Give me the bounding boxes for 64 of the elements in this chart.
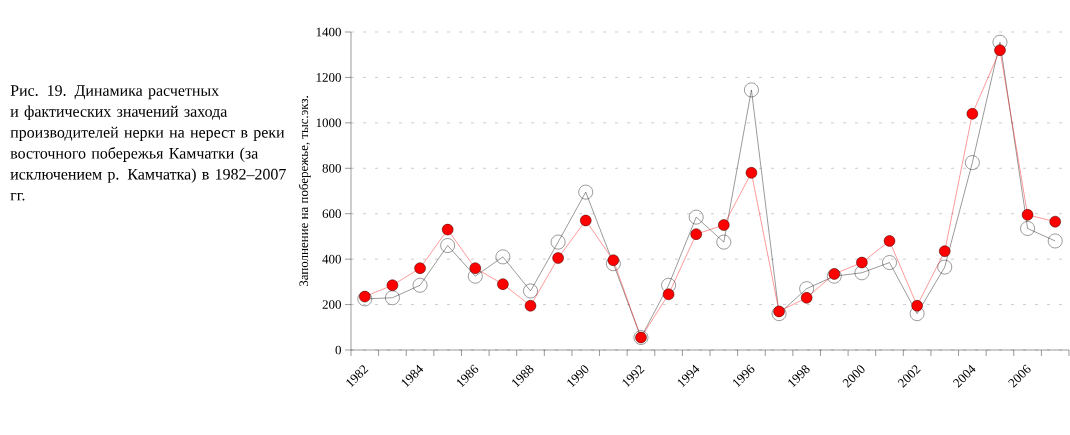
point <box>440 238 455 253</box>
point <box>827 268 842 284</box>
x-tick-label: 1984 <box>401 364 424 388</box>
y-tick-label: 800 <box>322 163 341 173</box>
point <box>856 256 868 269</box>
y-tick-label: 200 <box>322 300 341 309</box>
point <box>994 44 1006 56</box>
text: Рис. 19. Динамика расчетных и фактических значений захода производителей нерки на нерест в реки восточного побережья Камчатки (за исключением р. Камчатка) в 1982–2007 гг. <box>10 85 286 201</box>
point <box>1020 221 1035 236</box>
point <box>690 228 702 240</box>
point <box>716 234 732 250</box>
y-tick-label: 1400 <box>316 27 341 37</box>
point <box>909 306 925 321</box>
point <box>469 262 481 274</box>
point <box>385 290 400 305</box>
point <box>497 278 509 290</box>
point <box>552 252 564 264</box>
point <box>661 278 676 293</box>
point <box>357 291 373 307</box>
point <box>412 278 428 293</box>
x-tick-label: 1992 <box>622 365 645 388</box>
point <box>689 209 704 225</box>
point <box>966 108 979 120</box>
point <box>882 255 897 270</box>
point <box>744 82 759 98</box>
x-tick-label: 1990 <box>567 365 589 388</box>
point <box>441 223 454 236</box>
y-tick-label: 600 <box>322 209 341 219</box>
point <box>386 279 399 291</box>
point <box>911 300 923 312</box>
x-tick-label: 1982 <box>346 365 369 388</box>
point <box>359 290 371 303</box>
y-tick-label: 1200 <box>316 73 341 82</box>
point <box>607 254 620 266</box>
point <box>992 35 1008 50</box>
point <box>939 245 951 257</box>
point <box>854 265 870 280</box>
x-tick-label: 1988 <box>512 365 534 388</box>
point <box>606 256 621 271</box>
y-tick-label: 0 <box>335 345 341 355</box>
point <box>495 249 511 265</box>
point <box>414 262 426 274</box>
point <box>800 292 813 304</box>
point <box>524 300 537 312</box>
point <box>965 155 980 170</box>
point <box>578 184 593 200</box>
point <box>799 281 814 296</box>
point <box>937 259 952 275</box>
point <box>1021 209 1034 221</box>
point <box>580 214 592 227</box>
point <box>883 235 896 247</box>
x-tick-label: 1994 <box>677 364 700 388</box>
point <box>523 283 538 299</box>
x-tick-label: 1998 <box>788 365 810 388</box>
point <box>550 234 566 250</box>
point <box>1048 233 1063 249</box>
point <box>662 288 675 301</box>
point <box>718 219 730 231</box>
point <box>745 167 758 179</box>
y-tick-label: 400 <box>322 254 341 264</box>
point <box>828 268 840 280</box>
y-tick-label: 1000 <box>316 118 341 128</box>
point <box>1049 215 1061 228</box>
y-axis-title: Заполнение на побережье, тыс.экз. <box>298 96 311 287</box>
